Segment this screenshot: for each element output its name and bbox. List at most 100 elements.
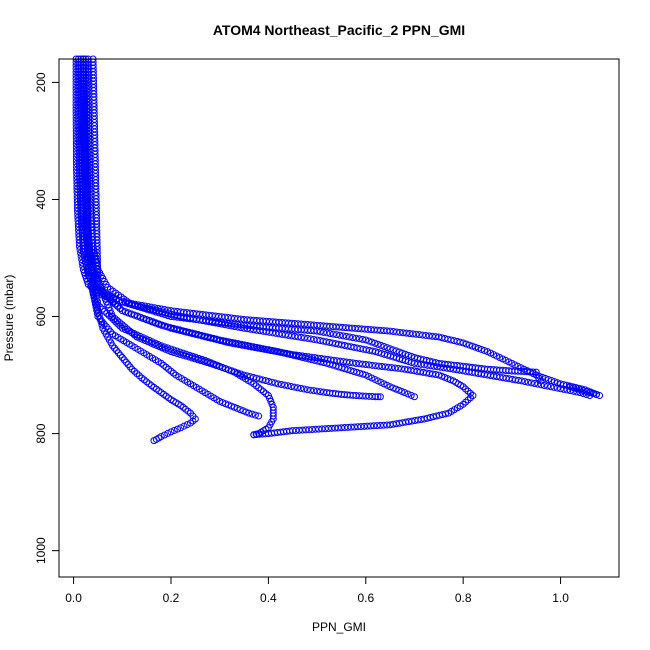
data-point xyxy=(164,429,172,437)
data-point xyxy=(231,322,239,330)
data-point xyxy=(272,329,280,337)
data-point xyxy=(96,315,104,323)
data-point xyxy=(412,330,420,338)
data-point xyxy=(388,364,396,372)
data-point xyxy=(344,423,352,431)
data-point xyxy=(245,409,253,417)
data-point xyxy=(428,332,436,340)
data-point xyxy=(107,314,115,322)
data-point xyxy=(359,392,367,400)
y-tick-label: 800 xyxy=(34,423,48,443)
data-point xyxy=(95,311,103,319)
data-point xyxy=(393,328,401,336)
data-point xyxy=(212,361,220,369)
data-point xyxy=(380,343,388,351)
data-point xyxy=(176,327,184,335)
data-point xyxy=(307,335,315,343)
data-point xyxy=(300,334,308,342)
data-point xyxy=(248,343,256,351)
data-point xyxy=(459,339,467,347)
data-point xyxy=(383,344,391,352)
data-point xyxy=(268,378,276,386)
data-point xyxy=(137,313,145,321)
data-point xyxy=(229,339,237,347)
data-point xyxy=(349,334,357,342)
y-tick-label: 600 xyxy=(34,306,48,326)
data-point xyxy=(276,348,284,356)
data-point xyxy=(373,422,381,430)
data-point xyxy=(93,298,101,306)
data-point xyxy=(474,344,482,352)
data-point xyxy=(246,325,254,333)
data-point xyxy=(477,345,485,353)
data-point xyxy=(221,321,229,329)
data-point xyxy=(573,388,581,396)
data-point xyxy=(198,332,206,340)
data-point xyxy=(232,340,240,348)
data-point xyxy=(389,328,397,336)
data-point xyxy=(354,423,362,431)
data-point xyxy=(204,333,212,341)
x-tick-label: 0.8 xyxy=(455,591,472,605)
data-point xyxy=(254,344,262,352)
data-point xyxy=(249,373,257,381)
y-axis: 200 400 600 800 1000 xyxy=(34,72,59,564)
data-point xyxy=(198,355,206,363)
data-point xyxy=(359,335,367,343)
x-tick-label: 0.6 xyxy=(357,591,374,605)
data-point xyxy=(553,384,561,392)
data-point xyxy=(134,312,142,320)
x-tick-label: 0.2 xyxy=(163,591,180,605)
data-point xyxy=(423,361,431,369)
data-point xyxy=(291,332,299,340)
data-point xyxy=(256,375,264,383)
data-point xyxy=(368,361,376,369)
data-point xyxy=(534,380,542,388)
data-point xyxy=(414,360,422,368)
data-point xyxy=(378,362,386,370)
data-point xyxy=(215,320,223,328)
data-point xyxy=(170,325,178,333)
data-point xyxy=(218,364,226,372)
data-point xyxy=(372,393,380,401)
data-point xyxy=(189,315,197,323)
data-point xyxy=(173,425,181,433)
data-point xyxy=(320,328,328,336)
data-point xyxy=(404,390,412,398)
data-point xyxy=(234,369,242,377)
data-point xyxy=(164,323,172,331)
data-point xyxy=(155,320,163,328)
data-point xyxy=(192,330,200,338)
data-point xyxy=(468,342,476,350)
data-point xyxy=(167,324,175,332)
data-point xyxy=(350,423,358,431)
data-point xyxy=(339,332,347,340)
data-point xyxy=(183,421,191,429)
data-point xyxy=(380,421,388,429)
data-point xyxy=(294,384,302,392)
data-point xyxy=(270,347,278,355)
data-point xyxy=(409,330,417,338)
data-point xyxy=(203,358,211,366)
data-point xyxy=(465,341,473,349)
data-point xyxy=(443,364,451,372)
data-point xyxy=(386,327,394,335)
data-point xyxy=(480,347,488,355)
data-point xyxy=(440,364,448,372)
data-point xyxy=(430,362,438,370)
data-point xyxy=(365,361,373,369)
data-point xyxy=(221,365,229,373)
data-point xyxy=(305,426,313,434)
data-point xyxy=(310,327,318,335)
data-point xyxy=(251,411,259,419)
data-point xyxy=(515,376,523,384)
data-point xyxy=(146,317,154,325)
data-point xyxy=(410,359,418,367)
data-point xyxy=(391,364,399,372)
data-point xyxy=(355,392,363,400)
data-point xyxy=(93,309,101,317)
data-point xyxy=(199,317,207,325)
data-point xyxy=(365,392,373,400)
data-point xyxy=(385,363,393,371)
data-point xyxy=(419,331,427,339)
